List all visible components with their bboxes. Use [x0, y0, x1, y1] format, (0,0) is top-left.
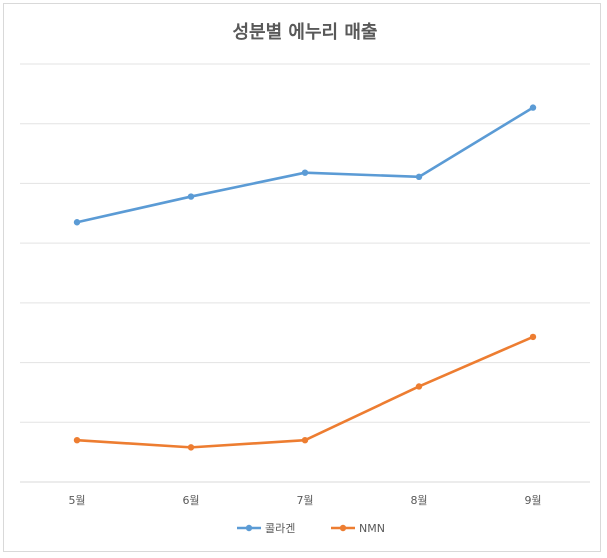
legend-point-marker — [339, 524, 347, 532]
legend: 콜라겐 NMN — [237, 522, 385, 535]
legend-point-marker — [245, 524, 253, 532]
series-line — [75, 335, 535, 449]
data-point — [187, 444, 195, 451]
data-point — [415, 173, 423, 181]
chart-frame — [3, 3, 601, 552]
data-point — [301, 437, 309, 444]
series-line — [75, 106, 535, 224]
legend-label: NMN — [359, 522, 385, 535]
x-tick-label: 8월 — [410, 494, 427, 507]
data-point — [73, 437, 81, 444]
data-point — [187, 193, 195, 200]
x-tick-label: 9월 — [524, 494, 541, 507]
chart-title: 성분별 에누리 매출 — [232, 22, 377, 43]
x-axis-tick-labels: 5월 6월 7월 8월 9월 — [68, 494, 541, 507]
data-point — [301, 169, 309, 176]
data-point — [529, 333, 537, 341]
x-tick-label: 5월 — [68, 494, 85, 507]
series-layer — [73, 104, 537, 451]
data-point — [415, 383, 423, 390]
data-point — [529, 104, 537, 111]
data-point — [73, 219, 81, 226]
x-tick-label: 6월 — [182, 494, 199, 507]
grid-layer — [20, 63, 590, 483]
legend-label: 콜라겐 — [265, 522, 295, 535]
x-tick-label: 7월 — [296, 494, 313, 507]
